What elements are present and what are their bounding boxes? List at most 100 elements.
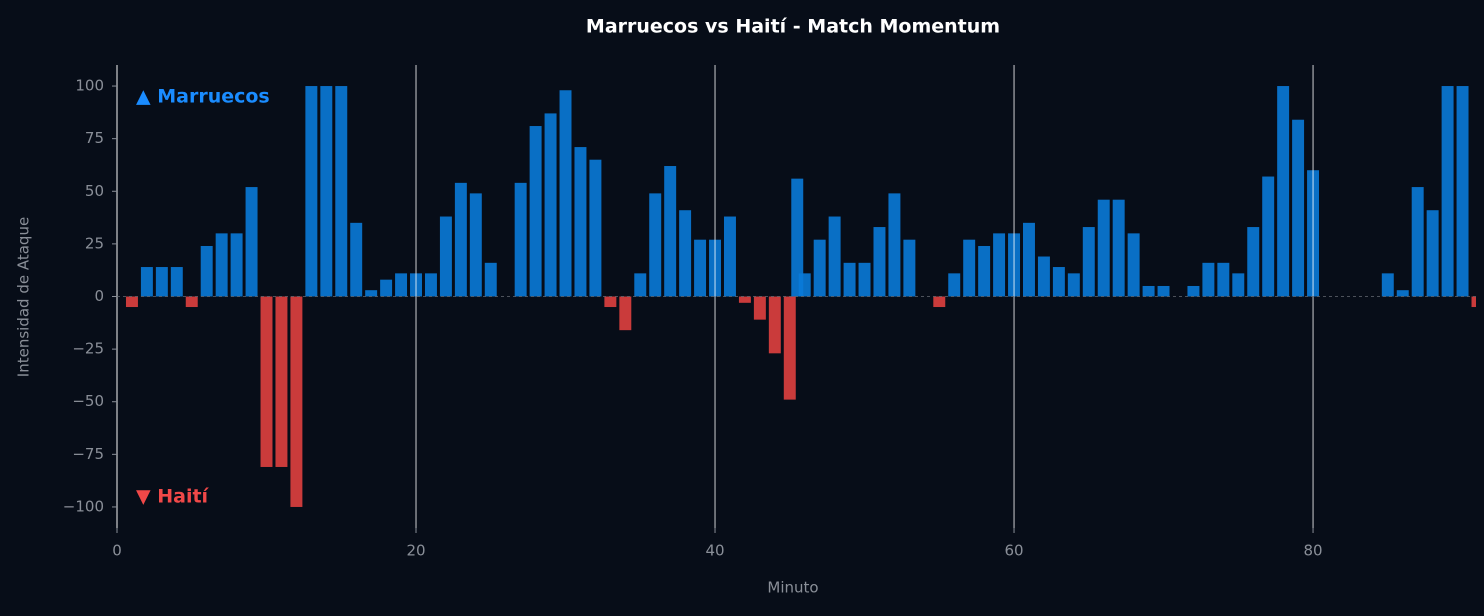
bar bbox=[290, 296, 303, 507]
bar bbox=[1426, 210, 1439, 297]
x-tick-label: 20 bbox=[406, 542, 425, 560]
bar bbox=[1202, 262, 1215, 297]
x-tick-label: 80 bbox=[1303, 542, 1322, 560]
bar bbox=[798, 273, 811, 297]
bar bbox=[1456, 86, 1469, 297]
y-tick-label: 100 bbox=[75, 77, 104, 95]
bar bbox=[380, 279, 393, 297]
bar bbox=[993, 233, 1006, 297]
x-tick-label: 40 bbox=[705, 542, 724, 560]
y-tick-label: 0 bbox=[94, 287, 104, 305]
bar bbox=[619, 296, 632, 331]
y-tick-label: 50 bbox=[85, 182, 104, 200]
bar bbox=[1292, 119, 1305, 297]
y-tick-label: −100 bbox=[63, 497, 104, 515]
bar bbox=[723, 216, 736, 297]
bar bbox=[1097, 199, 1110, 297]
bar bbox=[424, 273, 437, 297]
bar bbox=[1052, 267, 1065, 297]
bar bbox=[589, 159, 602, 297]
bar bbox=[439, 216, 452, 297]
bar bbox=[978, 245, 991, 297]
chart-title: Marruecos vs Haití - Match Momentum bbox=[586, 16, 1000, 38]
x-tick-label: 60 bbox=[1004, 542, 1023, 560]
bar bbox=[1127, 233, 1140, 297]
bar bbox=[335, 86, 348, 297]
bar bbox=[1217, 262, 1230, 297]
y-axis-label: Intensidad de Ataque bbox=[15, 217, 33, 377]
bar bbox=[1441, 86, 1454, 297]
bar bbox=[155, 267, 168, 297]
bar bbox=[574, 147, 587, 297]
bar bbox=[1157, 285, 1170, 297]
x-tick-label: 0 bbox=[112, 542, 122, 560]
bar bbox=[828, 216, 841, 297]
bar bbox=[873, 227, 886, 297]
bar bbox=[484, 262, 497, 297]
bar bbox=[559, 90, 572, 297]
y-tick-label: −25 bbox=[72, 340, 104, 358]
bar bbox=[514, 182, 527, 297]
bar bbox=[1232, 273, 1245, 297]
bar bbox=[694, 239, 707, 297]
bar bbox=[395, 273, 408, 297]
bar bbox=[230, 233, 243, 297]
bar bbox=[1082, 227, 1095, 297]
bar bbox=[260, 296, 273, 467]
bar bbox=[753, 296, 766, 320]
bar bbox=[365, 290, 378, 297]
y-tick-label: 25 bbox=[85, 234, 104, 252]
bar bbox=[903, 239, 916, 297]
bar bbox=[604, 296, 617, 308]
annotation: ▼ Haití bbox=[136, 486, 210, 508]
bar bbox=[1381, 273, 1394, 297]
bar bbox=[350, 222, 363, 297]
y-tick-label: 75 bbox=[85, 129, 104, 147]
bar bbox=[1187, 285, 1200, 297]
bar bbox=[1023, 222, 1035, 297]
bar bbox=[649, 193, 662, 297]
bar bbox=[858, 262, 871, 297]
bar bbox=[200, 245, 213, 297]
bar bbox=[1396, 290, 1409, 297]
bar bbox=[215, 233, 228, 297]
y-tick-label: −75 bbox=[72, 445, 104, 463]
bar bbox=[1112, 199, 1125, 297]
bar bbox=[1411, 187, 1424, 297]
bar bbox=[140, 267, 153, 297]
bar bbox=[933, 296, 946, 308]
bar bbox=[948, 273, 961, 297]
bar bbox=[963, 239, 976, 297]
bar bbox=[469, 193, 482, 297]
bar bbox=[1067, 273, 1080, 297]
bar bbox=[1142, 285, 1155, 297]
bar bbox=[679, 210, 692, 297]
bar bbox=[738, 296, 751, 303]
bar bbox=[275, 296, 288, 467]
bar bbox=[185, 296, 198, 308]
bar bbox=[1471, 296, 1476, 308]
bar bbox=[664, 166, 677, 297]
bar bbox=[170, 267, 183, 297]
x-axis-label: Minuto bbox=[767, 579, 818, 597]
bar bbox=[125, 296, 138, 308]
bar bbox=[544, 113, 557, 297]
bar bbox=[843, 262, 856, 297]
annotation: ▲ Marruecos bbox=[136, 86, 270, 108]
bar bbox=[1277, 86, 1290, 297]
bar bbox=[888, 193, 901, 297]
bar bbox=[245, 187, 258, 297]
bar bbox=[305, 86, 318, 297]
bar bbox=[634, 273, 647, 297]
bar bbox=[783, 296, 796, 400]
bar bbox=[320, 86, 333, 297]
bar bbox=[1037, 256, 1050, 297]
bar bbox=[791, 178, 804, 297]
bar bbox=[529, 126, 542, 297]
bar bbox=[1262, 176, 1275, 297]
bar bbox=[1247, 227, 1260, 297]
y-tick-label: −50 bbox=[72, 392, 104, 410]
